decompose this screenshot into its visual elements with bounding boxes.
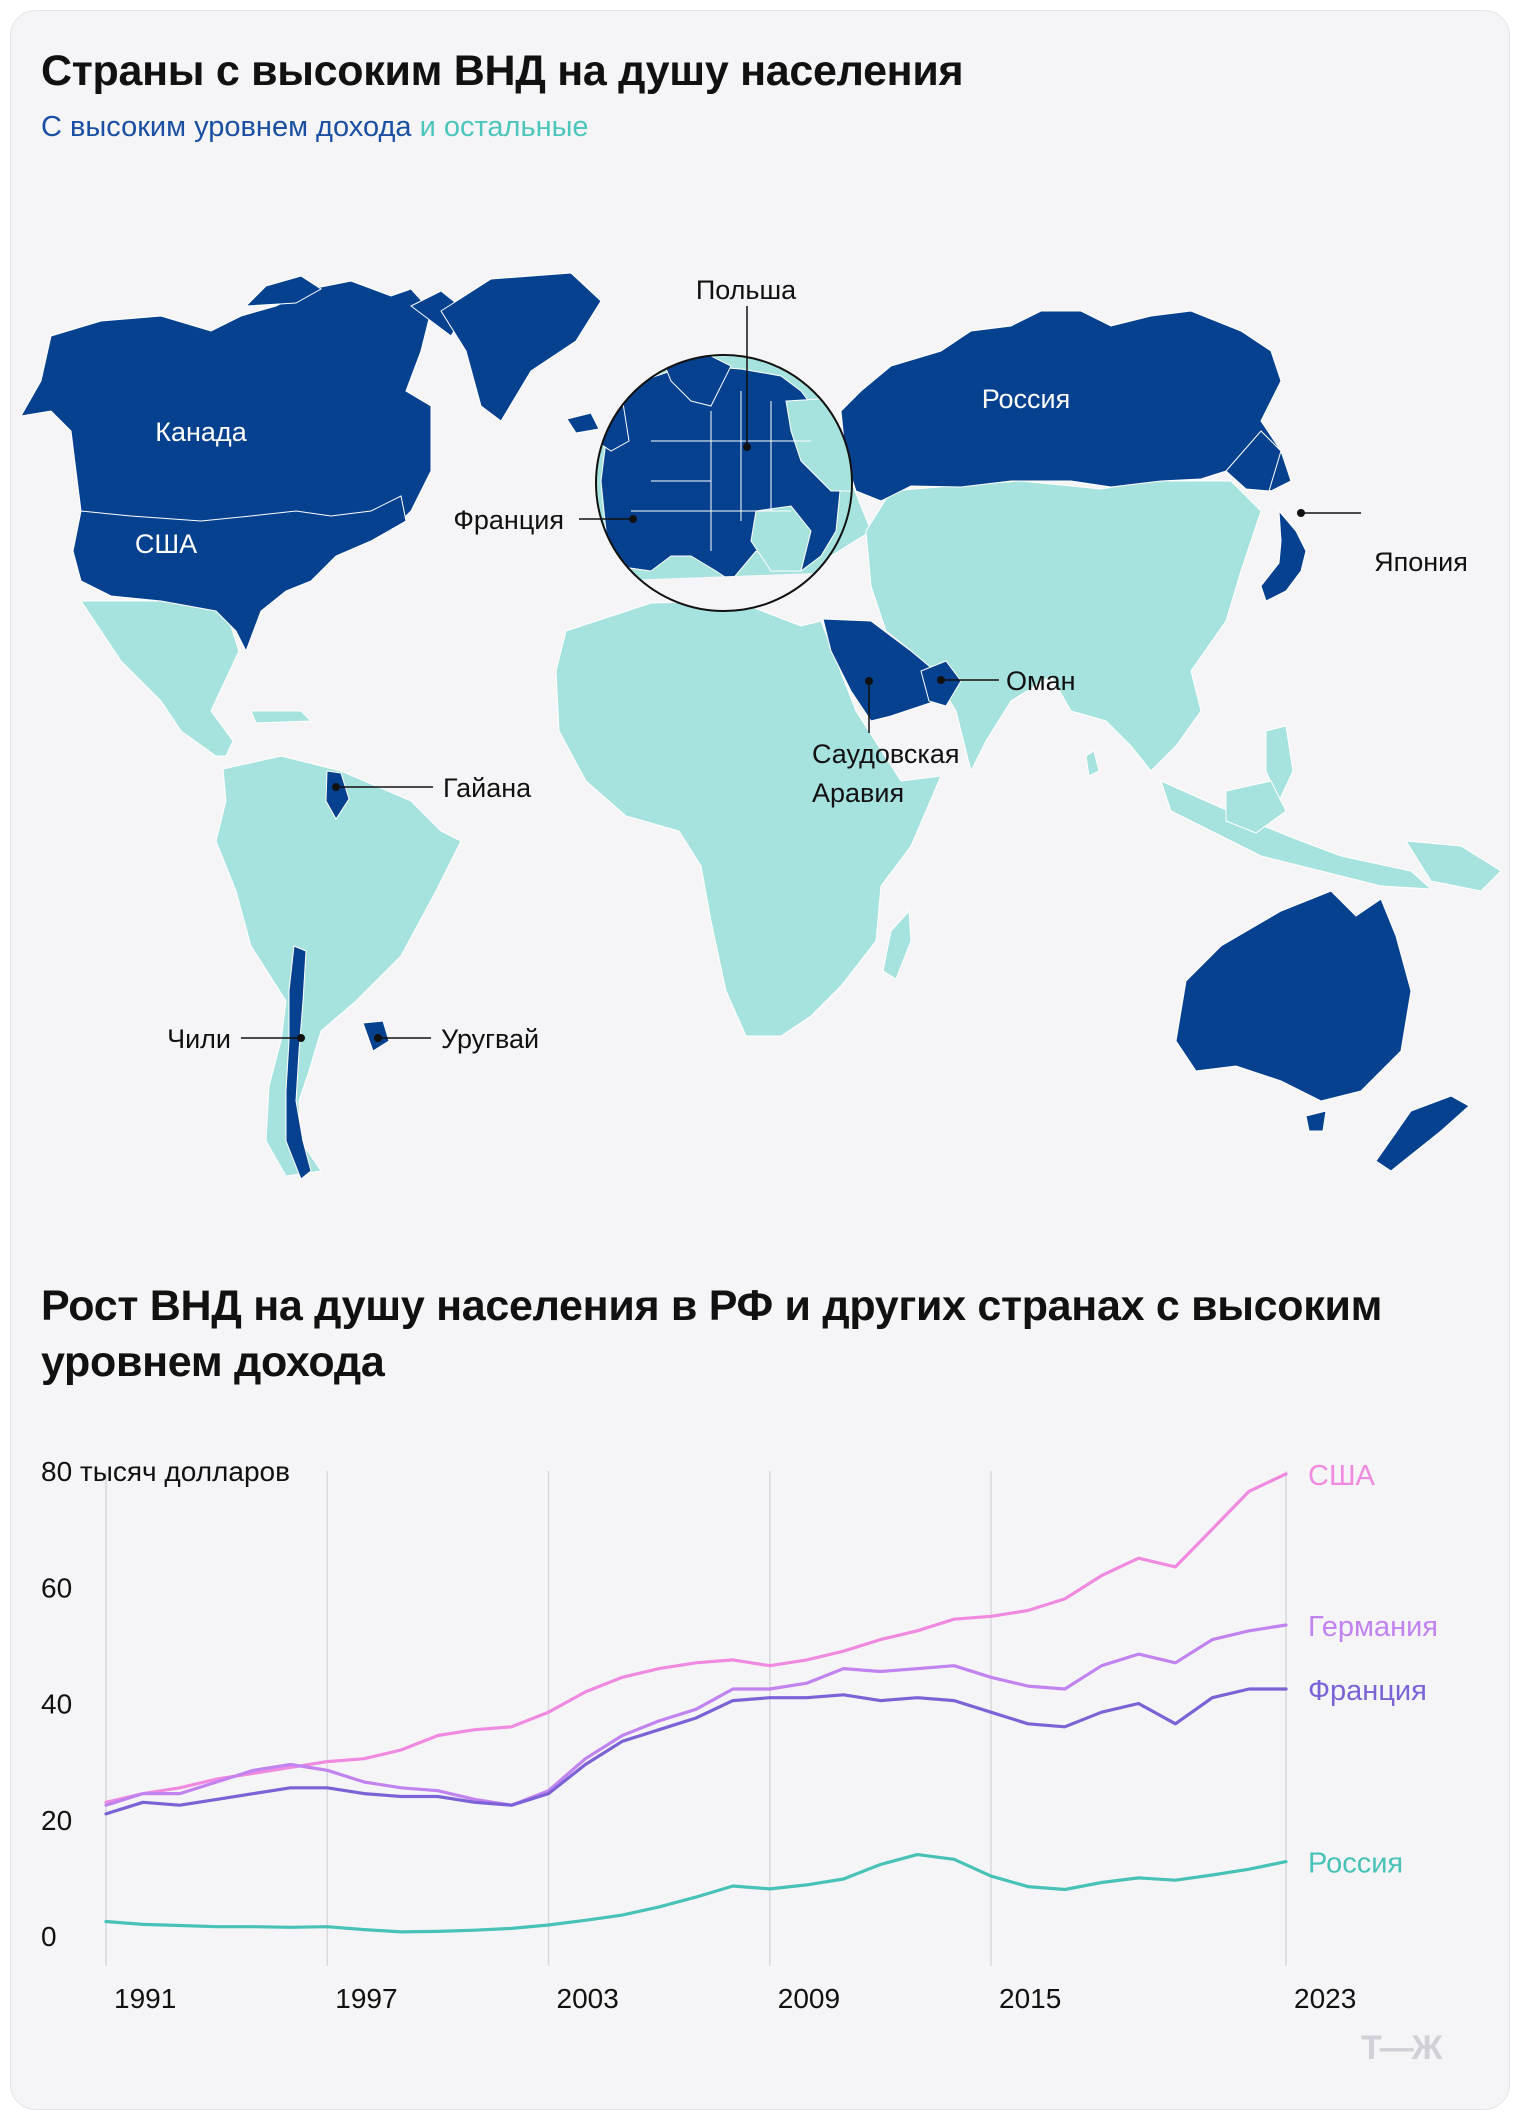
line-chart: 1991 1997 2003 2009 2015 2023 0 20 40 60 80 тысяч … <box>41 1456 1438 2014</box>
japan-country <box>1260 509 1307 602</box>
caribbean <box>250 710 313 724</box>
x-tick-label: 2003 <box>557 1983 619 2014</box>
map-legend: С высоким уровнем дохода и остальные <box>41 111 589 144</box>
scandinavia <box>660 355 732 407</box>
madagascar <box>882 909 912 980</box>
infographic-card: Страны с высоким ВНД на душу населения С… <box>10 10 1510 2110</box>
uk <box>596 402 630 452</box>
legend-other: и остальные <box>419 111 589 143</box>
y-tick-label: 20 <box>41 1805 72 1836</box>
label-saudi-line1: Саудовская <box>812 739 959 769</box>
x-tick-label: 2015 <box>999 1983 1061 2014</box>
label-oman: Оман <box>1006 666 1076 696</box>
x-tick-label: 2023 <box>1294 1983 1356 2014</box>
indonesia <box>1160 780 1433 890</box>
label-usa: США <box>135 529 197 559</box>
iceland <box>566 412 600 434</box>
europe-magnifier <box>595 354 853 612</box>
y-tick-label: 60 <box>41 1572 72 1603</box>
canada-country <box>20 280 432 542</box>
callout-lines <box>241 306 1361 1039</box>
series-line <box>104 1472 1288 1804</box>
x-tick-label: 1997 <box>335 1983 397 2014</box>
x-tick-label: 2009 <box>778 1983 840 2014</box>
high-income-countries <box>20 272 1470 1180</box>
mexico-central-america <box>80 600 240 757</box>
x-tick-label: 1991 <box>114 1983 176 2014</box>
label-canada: Канада <box>155 417 247 447</box>
label-saudi-line2: Аравия <box>812 778 904 808</box>
y-top-label: 80 тысяч долларов <box>41 1456 290 1487</box>
usa-country <box>72 495 407 653</box>
page-title: Страны с высоким ВНД на душу населения <box>41 47 964 95</box>
arctic-islands <box>244 275 322 307</box>
australia <box>1175 890 1412 1102</box>
series-line <box>104 1623 1288 1807</box>
new-guinea <box>1405 840 1502 892</box>
greenland <box>440 272 602 422</box>
africa <box>555 600 942 1037</box>
legend-high-income: С высоким уровнем дохода <box>41 111 412 143</box>
guyana <box>325 770 350 820</box>
new-zealand <box>1375 1095 1470 1172</box>
label-russia: Россия <box>982 384 1071 414</box>
sri-lanka <box>1085 750 1100 777</box>
series-label: Франция <box>1308 1675 1427 1707</box>
saudi-arabia <box>822 618 942 722</box>
y-tick-label: 40 <box>41 1689 72 1720</box>
kamchatka <box>1225 430 1282 492</box>
label-guyana: Гайана <box>443 773 532 803</box>
balkans <box>750 505 812 572</box>
chart-title: Рост ВНД на душу населения в РФ и других… <box>41 1282 1383 1386</box>
borneo <box>1225 780 1287 834</box>
series-label: Германия <box>1308 1611 1438 1643</box>
label-poland: Польша <box>696 275 797 305</box>
other-countries <box>80 435 1502 1177</box>
tasmania <box>1305 1110 1327 1132</box>
series-line <box>104 1687 1288 1816</box>
world-map: Канада США Россия Польша Франция Япония <box>20 272 1502 1180</box>
label-japan: Япония <box>1374 547 1468 577</box>
series-label: Россия <box>1308 1848 1403 1880</box>
chile <box>285 945 312 1180</box>
series-line <box>104 1853 1288 1934</box>
brand-logo: Т—Ж <box>1361 2029 1442 2067</box>
asia <box>865 480 1262 773</box>
y-tick-label: 0 <box>41 1921 57 1952</box>
label-chile: Чили <box>167 1024 231 1054</box>
philippines <box>1265 725 1294 803</box>
series-label: США <box>1308 1460 1376 1492</box>
south-america <box>215 755 462 1177</box>
label-france: Франция <box>453 505 564 535</box>
label-uruguay: Уругвай <box>441 1024 539 1054</box>
callout-dots <box>297 443 1305 1042</box>
